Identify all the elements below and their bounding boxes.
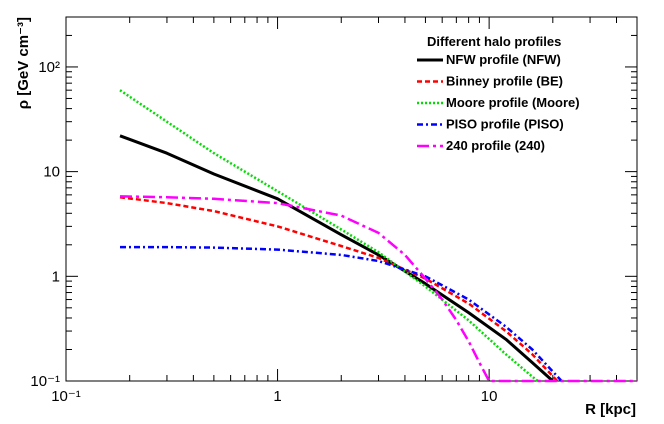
legend: Different halo profiles NFW profile (NFW…: [417, 34, 580, 153]
y-tick-label: 10⁻¹: [30, 373, 60, 390]
legend-label-piso: PISO profile (PISO): [446, 117, 564, 132]
legend-label-binney: Binney profile (BE): [446, 74, 563, 89]
series-line-nfw: [119, 134, 554, 383]
legend-label-nfw: NFW profile (NFW): [446, 52, 561, 67]
legend-label-240: 240 profile (240): [446, 138, 545, 153]
x-tick-label: 1: [273, 388, 281, 405]
x-axis-label: R [kpc]: [585, 401, 636, 418]
x-tick-label: 10⁻¹: [51, 388, 81, 405]
series-line-moore: [119, 89, 539, 382]
tick-marks: [65, 16, 638, 382]
x-tick-label: 10: [481, 388, 498, 405]
plot-frame: [65, 16, 638, 382]
y-tick-label: 10²: [38, 59, 60, 76]
y-axis-label: ρ [GeV cm⁻³]: [15, 17, 32, 109]
y-tick-label: 10: [43, 164, 60, 181]
series-line-binney: [119, 195, 559, 382]
y-tick-label: 1: [52, 268, 60, 285]
tick-labels: 10⁻¹ 1 10 10⁻¹ 1 10 10²: [30, 59, 497, 405]
legend-label-moore: Moore profile (Moore): [446, 95, 580, 110]
series-line-piso: [120, 245, 563, 382]
legend-title: Different halo profiles: [427, 34, 561, 49]
series-lines: [119, 89, 637, 383]
series-line-240: [119, 195, 637, 383]
